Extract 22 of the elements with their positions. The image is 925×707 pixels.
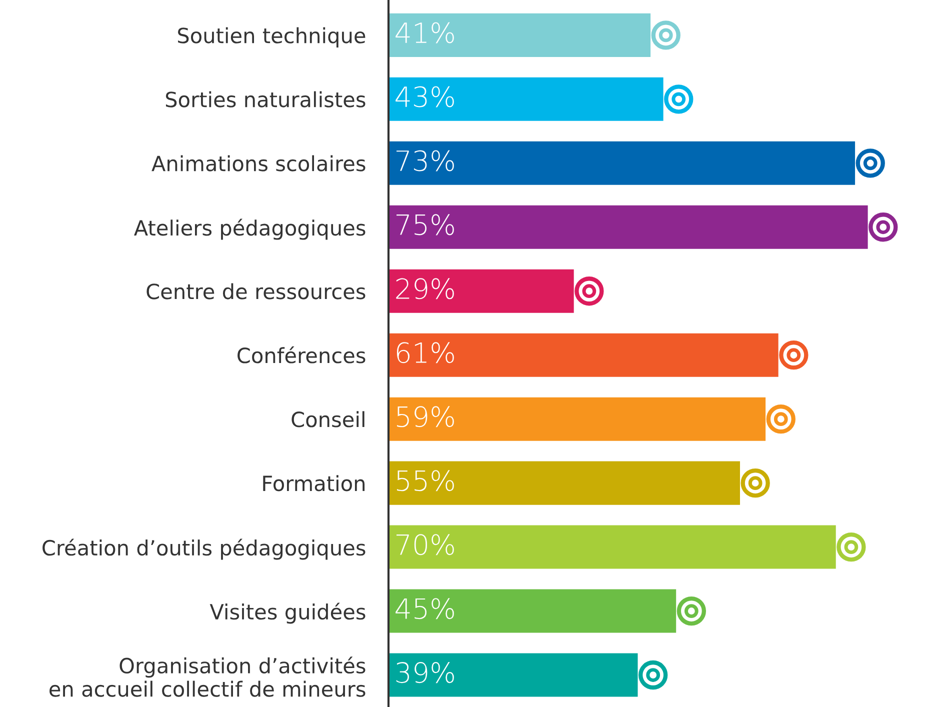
data-label: 29% — [396, 278, 454, 300]
data-label: 75% — [396, 214, 454, 236]
y-tick-label: Animations scolaires — [152, 155, 366, 172]
data-label: 41% — [396, 22, 454, 44]
data-label: 55% — [396, 470, 454, 492]
y-tick-label: Visites guidées — [210, 602, 366, 624]
y-tick-label: Création d’outils pédagogiques — [42, 538, 366, 560]
data-label: 45% — [396, 598, 454, 620]
y-tick-label: Organisation d’activités en accueil collectif de mineurs — [50, 656, 366, 697]
data-label: 39% — [396, 662, 454, 684]
data-label: 70% — [396, 534, 454, 556]
data-label: 59% — [396, 406, 454, 428]
y-tick-label: Ateliers pédagogiques — [134, 218, 366, 240]
y-tick-label: Conférences — [238, 346, 366, 364]
y-tick-label: Centre de ressources — [146, 283, 366, 300]
y-tick-label: Conseil — [292, 411, 364, 428]
y-tick-label: Formation — [263, 475, 365, 492]
y-tick-label: Sorties naturalistes — [166, 91, 366, 108]
data-label: 73% — [396, 150, 454, 172]
y-tick-label: Soutien technique — [178, 27, 366, 48]
data-label: 43% — [396, 86, 454, 108]
data-label: 61% — [396, 342, 454, 364]
